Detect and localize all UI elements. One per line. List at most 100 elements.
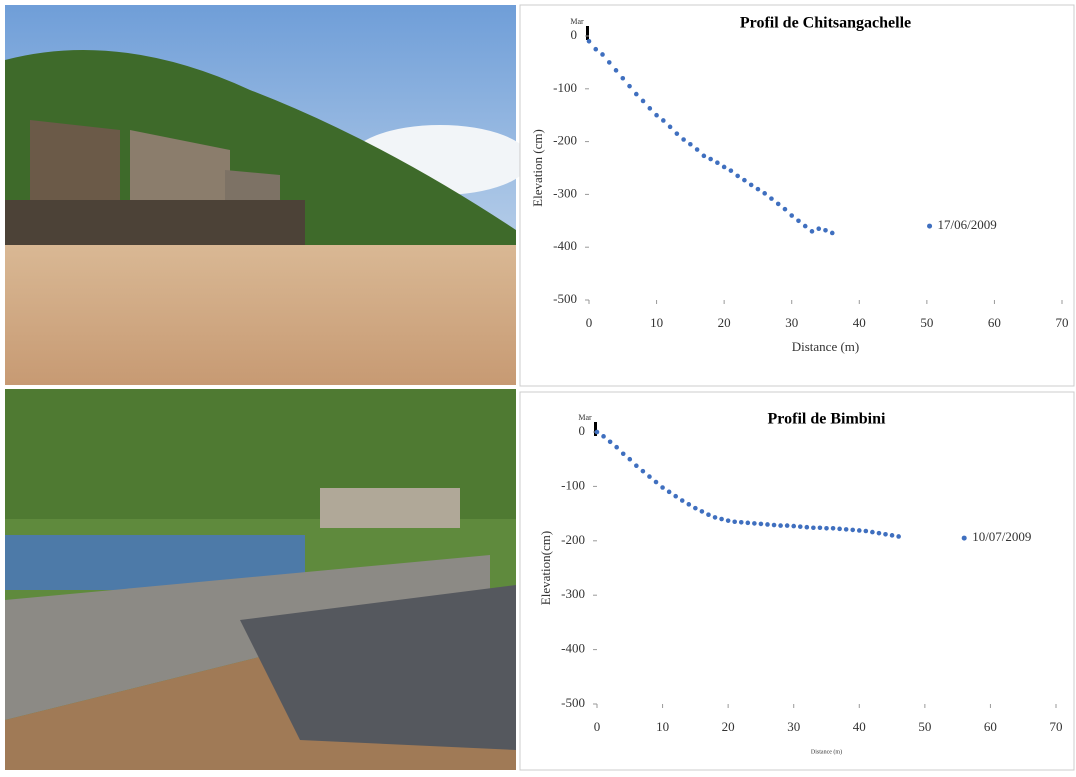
x-tick-label: 40 xyxy=(853,719,866,734)
point xyxy=(748,182,754,188)
annotation: Mar xyxy=(578,413,592,422)
point xyxy=(870,529,875,535)
point xyxy=(796,218,801,224)
point xyxy=(817,525,823,531)
x-tick-label: 0 xyxy=(594,719,601,734)
point xyxy=(823,228,828,233)
point xyxy=(725,518,731,523)
point xyxy=(640,468,646,474)
point xyxy=(620,75,626,81)
point xyxy=(606,60,612,65)
x-tick-label: 50 xyxy=(920,315,933,330)
point xyxy=(837,526,842,532)
x-tick-label: 30 xyxy=(787,719,800,734)
y-axis-label: Elevation (cm) xyxy=(530,129,545,207)
y-tick-label: -300 xyxy=(561,586,585,601)
point xyxy=(601,434,606,439)
point xyxy=(594,429,600,435)
x-tick-label: 10 xyxy=(650,315,663,330)
point xyxy=(735,173,740,179)
point xyxy=(843,527,849,532)
point xyxy=(896,534,901,539)
photo-seawall xyxy=(5,389,516,770)
point xyxy=(694,147,700,152)
point xyxy=(660,485,665,490)
point xyxy=(708,156,713,162)
point xyxy=(613,68,619,73)
point xyxy=(586,38,592,44)
point xyxy=(752,521,757,526)
chart-panel xyxy=(519,391,1075,771)
point xyxy=(679,498,685,503)
x-tick-label: 0 xyxy=(586,315,593,330)
point xyxy=(883,531,888,537)
x-tick-label: 60 xyxy=(988,315,1001,330)
y-tick-label: -200 xyxy=(553,133,577,148)
x-axis-label: Distance (m) xyxy=(792,339,860,354)
point xyxy=(620,451,626,457)
point xyxy=(797,524,803,529)
point xyxy=(653,479,659,485)
y-tick-label: -300 xyxy=(553,185,577,200)
point xyxy=(856,528,862,533)
y-tick-label: -500 xyxy=(553,291,577,306)
point xyxy=(745,520,751,526)
point xyxy=(762,191,767,196)
point xyxy=(769,196,774,201)
point xyxy=(728,168,734,173)
x-axis-label: Distance (m) xyxy=(811,748,842,755)
point xyxy=(742,177,747,183)
x-tick-label: 70 xyxy=(1056,315,1069,330)
point xyxy=(681,137,686,142)
point xyxy=(738,520,744,525)
legend-label: 17/06/2009 xyxy=(938,217,997,232)
point xyxy=(830,525,836,531)
x-tick-label: 20 xyxy=(718,315,731,330)
point xyxy=(824,525,829,531)
point xyxy=(614,444,619,450)
point xyxy=(666,489,672,495)
x-tick-label: 50 xyxy=(918,719,931,734)
point xyxy=(699,509,705,514)
sea-level-marker xyxy=(594,422,597,436)
point xyxy=(816,226,822,232)
sea-level-marker xyxy=(586,26,589,40)
point xyxy=(809,229,815,234)
point xyxy=(829,230,835,236)
y-tick-label: -100 xyxy=(561,477,585,492)
point xyxy=(784,523,790,528)
x-tick-label: 20 xyxy=(722,719,735,734)
chart-title: Profil de Bimbini xyxy=(768,411,886,428)
point xyxy=(712,515,718,520)
y-axis-label: Elevation(cm) xyxy=(538,531,553,605)
point xyxy=(778,523,783,528)
point xyxy=(674,131,680,136)
point xyxy=(647,106,653,111)
x-tick-label: 70 xyxy=(1050,719,1063,734)
y-tick-label: 0 xyxy=(571,27,578,42)
point xyxy=(771,522,777,528)
point xyxy=(673,493,678,499)
point xyxy=(600,52,605,57)
point xyxy=(765,522,770,527)
point xyxy=(627,456,633,462)
chart-title: Profil de Chitsangachelle xyxy=(740,15,911,32)
point xyxy=(715,160,720,166)
point xyxy=(791,523,797,529)
photo-beach xyxy=(5,5,530,385)
point xyxy=(647,474,652,479)
legend-marker xyxy=(961,535,967,541)
point xyxy=(640,98,646,104)
point xyxy=(667,124,673,130)
point xyxy=(789,213,795,218)
point xyxy=(593,46,599,52)
point xyxy=(634,91,639,97)
point xyxy=(706,512,711,517)
x-tick-label: 40 xyxy=(853,315,866,330)
x-tick-label: 60 xyxy=(984,719,997,734)
point xyxy=(661,118,666,123)
point xyxy=(634,463,639,469)
y-tick-label: -400 xyxy=(561,641,585,656)
point xyxy=(701,153,707,159)
